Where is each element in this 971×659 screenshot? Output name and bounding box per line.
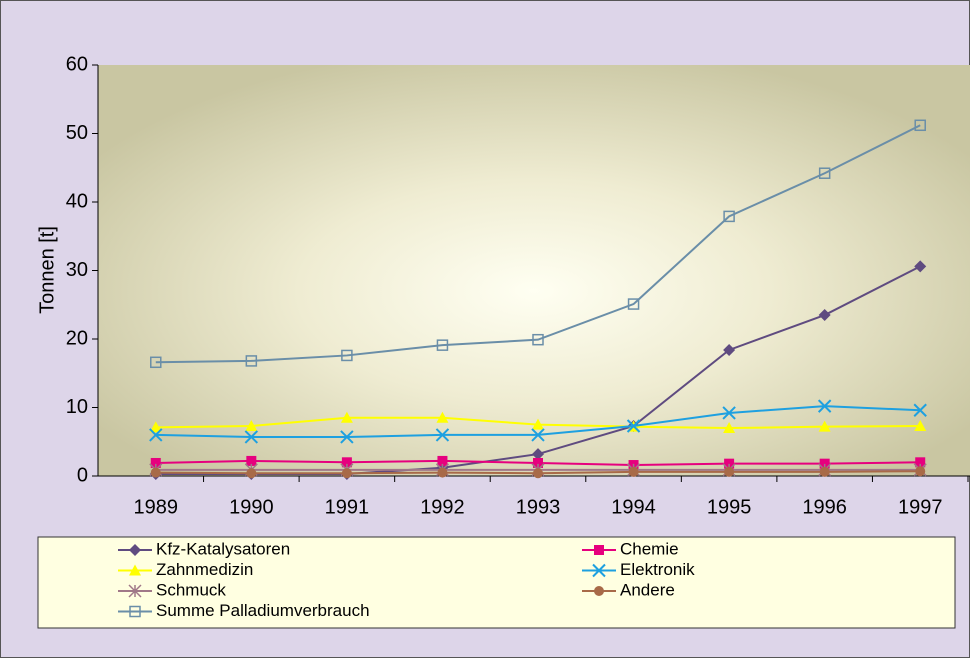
point — [531, 428, 545, 442]
x-tick-label: 1992 — [420, 496, 465, 518]
point — [592, 563, 606, 578]
legend-label: Andere — [620, 580, 675, 599]
point — [129, 605, 141, 618]
legend-label: Schmuck — [156, 580, 226, 599]
y-tick-label: 50 — [66, 122, 88, 144]
point — [628, 466, 639, 477]
point — [532, 448, 544, 461]
point — [436, 411, 449, 423]
point — [150, 467, 161, 478]
legend-label: Zahnmedizin — [156, 560, 253, 579]
x-tick-label: 1993 — [516, 496, 561, 518]
point — [723, 210, 735, 223]
point — [594, 545, 604, 555]
point — [533, 457, 543, 468]
point — [594, 586, 604, 596]
point — [818, 420, 831, 432]
point — [436, 339, 449, 351]
point — [915, 466, 926, 477]
point — [627, 298, 640, 310]
point — [341, 457, 352, 468]
point — [150, 457, 161, 468]
point — [340, 430, 354, 444]
point — [626, 419, 641, 433]
point — [817, 399, 832, 413]
series-line — [155, 124, 921, 364]
point — [149, 428, 163, 442]
point — [149, 421, 162, 433]
legend-label: Kfz-Katalysatoren — [156, 539, 290, 558]
legend — [37, 536, 956, 629]
x-tick-label: 1990 — [229, 496, 274, 518]
point — [724, 466, 735, 477]
point — [533, 468, 543, 479]
point — [914, 419, 927, 431]
point — [341, 468, 352, 479]
point — [129, 564, 141, 576]
point — [723, 422, 736, 434]
x-tick-label: 1991 — [325, 496, 370, 518]
plot-area — [98, 65, 970, 476]
point — [819, 466, 830, 477]
y-tick-label: 40 — [66, 190, 88, 212]
point — [819, 458, 830, 469]
x-tick-label: 1994 — [611, 496, 656, 518]
point — [435, 428, 450, 442]
point — [150, 356, 162, 369]
point — [437, 455, 448, 466]
point — [818, 309, 831, 322]
x-tick-label: 1995 — [707, 496, 752, 518]
point — [913, 403, 927, 417]
legend-label: Summe Palladiumverbrauch — [156, 601, 370, 620]
point — [128, 584, 142, 598]
point — [246, 468, 257, 479]
y-tick-label: 0 — [77, 464, 88, 486]
point — [532, 333, 544, 346]
point — [914, 119, 926, 132]
y-tick-label: 60 — [66, 53, 88, 75]
point — [246, 455, 257, 466]
y-tick-label: 10 — [66, 396, 88, 418]
point — [245, 419, 258, 431]
legend-label: Chemie — [620, 539, 679, 558]
y-tick-label: 30 — [66, 259, 88, 281]
x-tick-label: 1996 — [802, 496, 847, 518]
point — [532, 418, 544, 430]
x-tick-label: 1997 — [898, 496, 943, 518]
point — [341, 349, 353, 362]
point — [244, 430, 259, 444]
point — [915, 457, 926, 468]
point — [245, 355, 258, 367]
point — [129, 544, 141, 556]
point — [723, 343, 736, 356]
x-tick-label: 1989 — [134, 496, 179, 518]
legend-label: Elektronik — [620, 560, 695, 579]
point — [914, 260, 927, 273]
y-axis-title: Tonnen [t] — [36, 226, 58, 314]
point — [818, 167, 831, 179]
point — [722, 406, 736, 420]
point — [340, 411, 353, 423]
y-tick-label: 20 — [66, 327, 88, 349]
point — [724, 458, 735, 469]
point — [437, 467, 448, 478]
